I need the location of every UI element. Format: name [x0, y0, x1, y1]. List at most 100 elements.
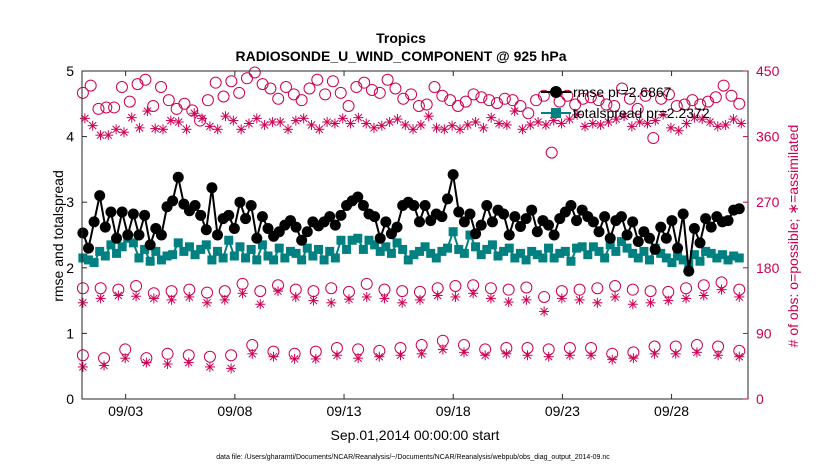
- totalspread-point: [420, 242, 430, 252]
- obs-assimilated-point: [408, 124, 419, 135]
- obs-assimilated-point: [642, 118, 653, 129]
- totalspread-point: [437, 246, 447, 256]
- totalspread-point: [168, 250, 178, 260]
- obs-assimilated-point: [397, 297, 408, 308]
- obs-assimilated-point: [423, 111, 434, 122]
- obs-assimilated-point: [665, 122, 676, 133]
- obs-possible-point: [709, 91, 722, 104]
- x-tick-label: 09/23: [545, 403, 580, 419]
- obs-possible-point: [491, 97, 504, 110]
- obs-possible-point: [381, 73, 394, 86]
- obs-assimilated-point: [236, 124, 247, 135]
- obs-possible-point: [431, 282, 444, 295]
- obs-possible-point: [267, 345, 280, 358]
- totalspread-point: [527, 246, 537, 256]
- totalspread-point: [291, 248, 301, 258]
- rmse-point: [677, 208, 689, 220]
- obs-assimilated-point: [314, 124, 325, 135]
- rmse-point: [486, 216, 498, 228]
- totalspread-point: [476, 250, 486, 260]
- obs-assimilated-point: [118, 127, 129, 138]
- totalspread-point: [532, 250, 542, 260]
- obs-possible-point: [98, 352, 111, 365]
- obs-possible-point: [606, 347, 619, 360]
- obs-possible-point: [378, 283, 391, 296]
- totalspread-point: [577, 242, 587, 252]
- obs-possible-point: [76, 349, 89, 362]
- obs-assimilated-point: [494, 118, 505, 129]
- totalspread-point: [639, 246, 649, 256]
- obs-possible-point: [585, 341, 598, 354]
- obs-possible-point: [397, 92, 410, 105]
- obs-possible-point: [183, 283, 196, 296]
- rmse-point: [380, 216, 392, 228]
- obs-assimilated-point: [392, 114, 403, 125]
- totalspread-point: [712, 253, 722, 263]
- rmse-point: [189, 199, 201, 211]
- totalspread-point: [706, 248, 716, 258]
- rmse-point: [240, 213, 252, 225]
- obs-possible-point: [545, 146, 558, 159]
- obs-assimilated-point: [95, 293, 106, 304]
- obs-assimilated-point: [308, 295, 319, 306]
- obs-assimilated-point: [610, 291, 621, 302]
- rmse-point: [548, 229, 560, 241]
- obs-possible-point: [522, 107, 535, 120]
- rmse-point: [520, 213, 532, 225]
- obs-possible-point: [112, 283, 125, 296]
- obs-assimilated-point: [720, 119, 731, 130]
- obs-assimilated-point: [228, 115, 239, 126]
- right-tick-label: 90: [756, 325, 772, 341]
- rmse-point: [335, 209, 347, 221]
- rmse-point: [256, 211, 268, 223]
- obs-possible-point: [131, 78, 144, 91]
- rmse-point: [470, 228, 482, 240]
- obs-assimilated-point: [728, 114, 739, 125]
- rmse-point: [77, 227, 89, 239]
- obs-possible-point: [203, 350, 216, 363]
- rmse-point: [683, 265, 695, 277]
- left-tick-label: 3: [66, 194, 74, 210]
- obs-assimilated-point: [416, 348, 427, 359]
- right-tick-label: 180: [756, 260, 780, 276]
- totalspread-point: [184, 242, 194, 252]
- obs-assimilated-point: [361, 291, 372, 302]
- obs-possible-point: [584, 91, 597, 104]
- totalspread-point: [471, 242, 481, 252]
- obs-possible-point: [616, 82, 629, 95]
- rmse-point: [458, 216, 470, 228]
- totalspread-point: [616, 237, 626, 247]
- totalspread-point: [196, 244, 206, 254]
- obs-assimilated-point: [275, 117, 286, 128]
- rmse-point: [447, 169, 459, 181]
- obs-possible-point: [412, 99, 425, 112]
- right-tick-label: 450: [756, 63, 780, 79]
- obs-assimilated-point: [134, 122, 145, 133]
- obs-assimilated-point: [658, 109, 669, 120]
- totalspread-point: [661, 253, 671, 263]
- obs-assimilated-point: [450, 291, 461, 302]
- obs-possible-point: [225, 349, 238, 362]
- obs-assimilated-point: [736, 118, 747, 129]
- totalspread-point: [364, 235, 374, 245]
- obs-assimilated-point: [361, 118, 372, 129]
- totalspread-point: [600, 253, 610, 263]
- obs-possible-point: [484, 282, 497, 295]
- obs-assimilated-point: [447, 120, 458, 131]
- obs-possible-point: [194, 114, 207, 127]
- totalspread-point: [375, 246, 385, 256]
- totalspread-point: [572, 243, 582, 253]
- obs-possible-point: [236, 277, 249, 290]
- rmse-point: [99, 221, 111, 233]
- obs-possible-point: [483, 94, 496, 107]
- totalspread-point: [229, 251, 239, 261]
- totalspread-point: [314, 244, 324, 254]
- obs-possible-point: [303, 82, 316, 95]
- totalspread-point: [645, 255, 655, 265]
- totalspread-point: [729, 251, 739, 261]
- obs-possible-point: [420, 98, 433, 111]
- totalspread-point: [213, 246, 223, 256]
- obs-possible-point: [319, 88, 332, 101]
- obs-possible-point: [647, 132, 660, 145]
- obs-possible-point: [373, 344, 386, 357]
